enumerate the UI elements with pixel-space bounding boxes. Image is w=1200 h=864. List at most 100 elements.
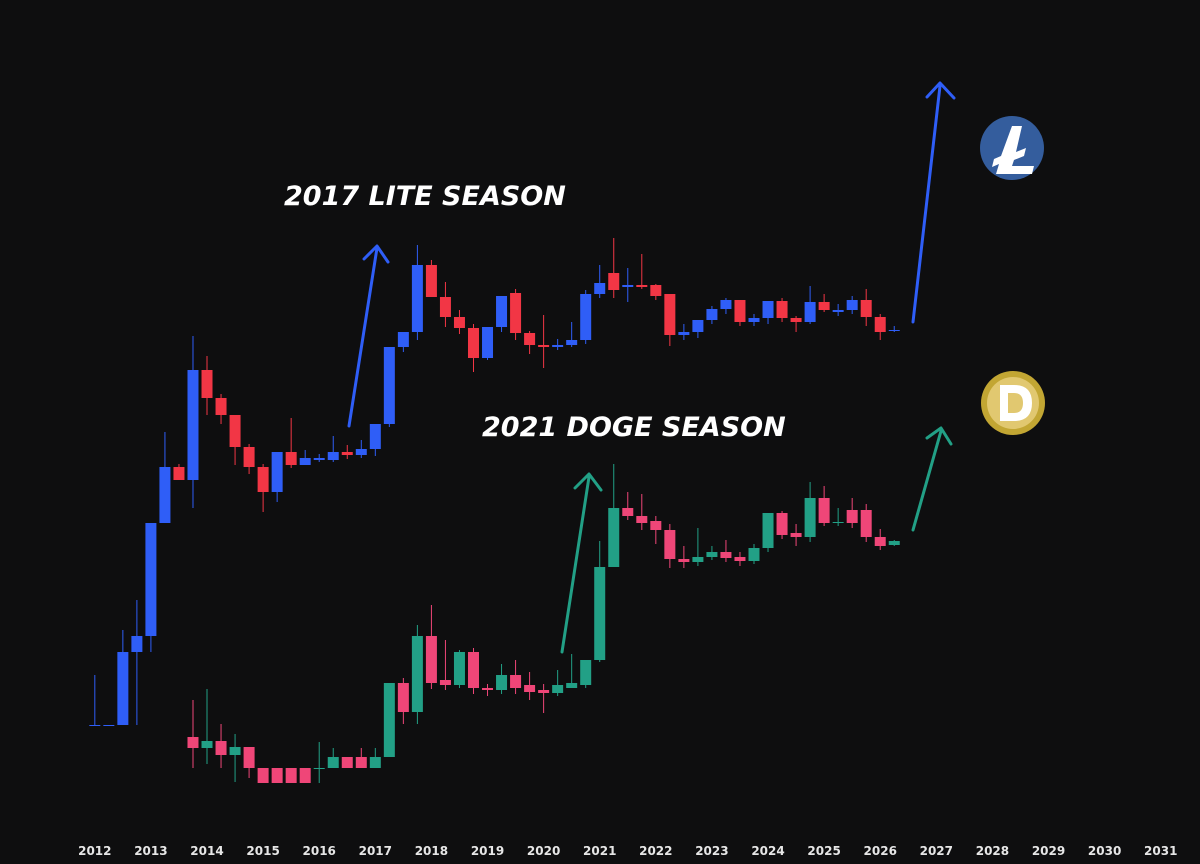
- candle-body: [117, 652, 129, 725]
- candle-body: [131, 636, 143, 652]
- candle-body: [285, 768, 297, 783]
- candle-body: [650, 285, 662, 296]
- candle-body: [103, 725, 115, 726]
- candle-body: [804, 302, 816, 322]
- candle-body: [762, 513, 774, 548]
- candle-body: [496, 675, 508, 690]
- candle-body: [159, 467, 171, 523]
- x-tick-label: 2020: [527, 844, 560, 858]
- candle-body: [313, 768, 325, 769]
- candle-body: [425, 636, 437, 683]
- candle-body: [425, 265, 437, 297]
- candle-body: [524, 333, 536, 345]
- candle-body: [888, 541, 900, 545]
- candle-body: [804, 498, 816, 537]
- x-tick-label: 2016: [303, 844, 336, 858]
- x-tick-label: 2025: [807, 844, 840, 858]
- annotation: 2021 DOGE SEASON: [482, 412, 786, 443]
- candle-body: [341, 757, 353, 768]
- candle-body: [369, 757, 381, 768]
- candle-body: [552, 345, 564, 347]
- candle-body: [482, 688, 494, 690]
- candle-body: [720, 300, 732, 309]
- candle-body: [790, 318, 802, 322]
- candle-body: [706, 552, 718, 557]
- candle-body: [243, 747, 255, 768]
- candle-body: [355, 757, 367, 768]
- arrows: [347, 81, 956, 654]
- candle-body: [594, 567, 606, 660]
- candle-body: [173, 467, 185, 480]
- candle-body: [285, 452, 297, 465]
- candle-body: [888, 330, 900, 331]
- candle-body: [439, 680, 451, 685]
- candle-body: [243, 447, 255, 467]
- candle-body: [762, 301, 774, 318]
- candle-body: [776, 301, 788, 318]
- x-tick-label: 2014: [190, 844, 223, 858]
- candle-body: [678, 559, 690, 562]
- candle-body: [580, 294, 592, 340]
- candle-body: [496, 296, 508, 327]
- candle-body: [818, 498, 830, 523]
- candle-body: [397, 332, 409, 347]
- candle-body: [271, 768, 283, 783]
- candle-body: [776, 513, 788, 535]
- x-tick-label: 2024: [751, 844, 784, 858]
- annotation: 2017 LITE SEASON: [284, 181, 566, 212]
- candle-body: [215, 398, 227, 415]
- x-tick-label: 2021: [583, 844, 616, 858]
- candle-body: [524, 685, 536, 692]
- candle-body: [846, 300, 858, 310]
- candle-body: [846, 510, 858, 523]
- candle-body: [622, 285, 634, 287]
- candle-body: [299, 768, 311, 783]
- candle-body: [566, 683, 578, 688]
- candle-body: [327, 757, 339, 768]
- candle-body: [678, 332, 690, 335]
- candle-body: [636, 516, 648, 523]
- candle-body: [215, 741, 227, 755]
- x-tick-label: 2030: [1088, 844, 1121, 858]
- candle-body: [538, 345, 550, 347]
- x-tick-label: 2017: [359, 844, 392, 858]
- arrow: [347, 244, 390, 428]
- candle-body: [832, 310, 844, 312]
- candle-body: [383, 347, 395, 424]
- candle-body: [664, 530, 676, 559]
- candle-body: [748, 318, 760, 322]
- candle-body: [187, 737, 199, 748]
- candle-body: [706, 309, 718, 320]
- candle-body: [818, 302, 830, 310]
- dogecoin-logo: [981, 371, 1045, 435]
- candle-body: [734, 300, 746, 322]
- candle-body: [860, 300, 872, 317]
- candle-body: [874, 537, 886, 546]
- candle-body: [467, 328, 479, 358]
- x-tick-label: 2028: [976, 844, 1009, 858]
- candle-body: [327, 452, 339, 460]
- x-tick-label: 2012: [78, 844, 111, 858]
- candle-body: [594, 283, 606, 294]
- candle-body: [453, 317, 465, 328]
- candle-body: [622, 508, 634, 516]
- candle-body: [636, 285, 648, 287]
- arrow: [560, 472, 603, 654]
- x-tick-label: 2013: [134, 844, 167, 858]
- candle-body: [201, 741, 213, 748]
- candle-body: [664, 294, 676, 335]
- x-tick-label: 2022: [639, 844, 672, 858]
- x-tick-label: 2031: [1144, 844, 1177, 858]
- candle-body: [510, 675, 522, 688]
- candle-body: [552, 685, 564, 693]
- x-tick-label: 2023: [695, 844, 728, 858]
- candle-body: [790, 533, 802, 537]
- candle-body: [482, 327, 494, 358]
- x-tick-label: 2026: [864, 844, 897, 858]
- candle-body: [411, 265, 423, 332]
- candle-body: [145, 523, 157, 636]
- candle-body: [187, 370, 199, 480]
- candle-body: [257, 768, 269, 783]
- candle-body: [748, 548, 760, 561]
